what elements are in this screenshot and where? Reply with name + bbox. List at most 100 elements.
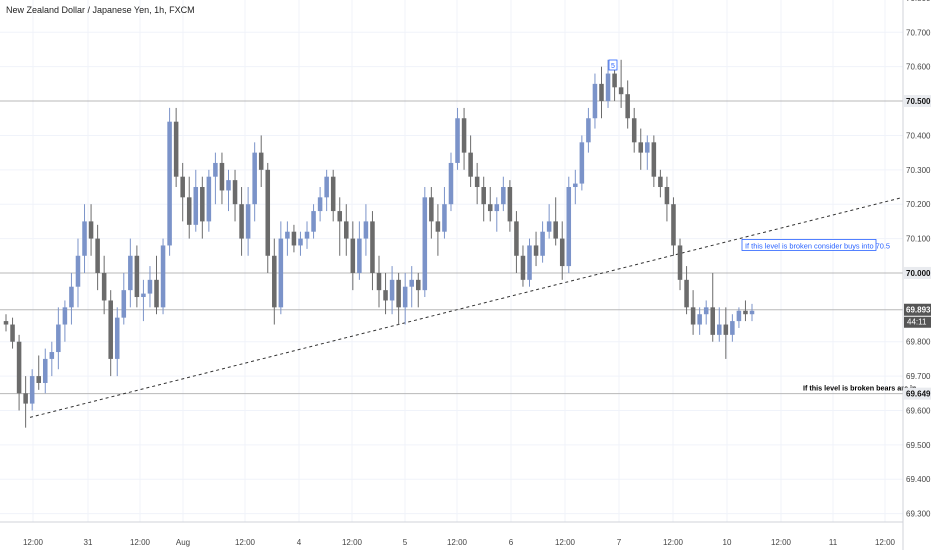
candle-body: [350, 238, 356, 273]
candle-body: [566, 187, 572, 267]
y-tick-label: 69.300: [906, 510, 931, 519]
x-tick-label: 12:00: [771, 538, 792, 547]
y-tick-label: 69.600: [906, 406, 931, 415]
candle-body: [664, 187, 670, 205]
candle-body: [167, 121, 172, 246]
y-tick-label: 70.700: [906, 28, 931, 37]
candle-body: [265, 169, 271, 256]
candle-body: [337, 211, 343, 222]
x-tick-label: 4: [297, 538, 302, 547]
level-label-bg: [904, 95, 931, 108]
candle-body: [324, 176, 329, 198]
candle-body: [507, 187, 513, 222]
candle-body: [520, 255, 526, 280]
x-tick-label: 7: [617, 538, 622, 547]
candle-body: [605, 73, 611, 102]
candle-body: [219, 162, 225, 191]
candle-body: [213, 162, 218, 177]
candle-body: [206, 176, 212, 222]
candle-body: [62, 307, 68, 325]
level-label-bg: [904, 303, 931, 316]
y-tick-label: 69.800: [906, 338, 931, 347]
candle-body: [3, 321, 9, 325]
candle-body: [455, 118, 460, 163]
candle-body: [546, 221, 552, 232]
candle-body: [559, 238, 565, 267]
level-label: 69.893: [906, 306, 931, 315]
candle-body: [697, 314, 702, 325]
candle-body: [344, 221, 349, 239]
candle-body: [723, 324, 729, 335]
x-tick-label: 12:00: [875, 538, 896, 547]
candle-body: [429, 197, 434, 222]
candles-group: [3, 59, 755, 428]
candle-body: [435, 221, 441, 232]
candle-body: [396, 279, 401, 308]
candle-body: [36, 376, 41, 383]
trendline-group: [29, 196, 904, 418]
candle-body: [239, 204, 244, 239]
candle-body: [743, 310, 748, 315]
x-tick-label: 12:00: [342, 538, 363, 547]
x-tick-label: 12:00: [235, 538, 256, 547]
candle-body: [252, 152, 257, 205]
candle-body: [200, 187, 205, 222]
candle-body: [442, 204, 447, 232]
candle-body: [501, 187, 506, 205]
candle-body: [468, 152, 473, 177]
x-tick-label: 12:00: [23, 538, 44, 547]
candle-body: [409, 279, 414, 287]
annotations-group: If this level is broken consider buys in…: [608, 59, 916, 393]
candle-body: [638, 142, 644, 153]
candle-body: [128, 255, 133, 291]
candle-body: [690, 307, 696, 325]
candle-body: [415, 279, 421, 291]
candle-body: [370, 221, 375, 273]
candle-body: [376, 272, 382, 291]
x-tick-label: 12:00: [130, 538, 151, 547]
candle-body: [114, 317, 120, 359]
candle-body: [82, 221, 87, 256]
candle-body: [245, 204, 251, 239]
candle-body: [29, 376, 35, 404]
time-axis[interactable]: 12:00 31 12:00 Aug 12:00 4 12:00 5 12:00 6 12:00 7 1…: [0, 521, 903, 547]
candle-body: [75, 255, 81, 287]
wave-label: 5: [611, 63, 615, 70]
candle-body: [671, 204, 676, 246]
candle-body: [291, 231, 297, 246]
level-label-bg: [904, 387, 931, 400]
chart-title: New Zealand Dollar / Japanese Yen, 1h, F…: [6, 5, 195, 15]
trendline: [29, 196, 904, 418]
candle-body: [474, 176, 480, 188]
candle-body: [56, 324, 61, 353]
countdown-bg: [904, 316, 931, 328]
candle-body: [749, 310, 755, 315]
bear-note: If this level is broken bears are in: [803, 384, 916, 393]
candle-body: [69, 286, 74, 308]
candle-body: [494, 204, 500, 212]
price-axis[interactable]: 69.300 69.400 69.500 69.600 69.700 69.800 70.1…: [902, 0, 931, 550]
candle-body: [514, 221, 519, 256]
candle-body: [330, 176, 336, 212]
y-tick-label: 70.300: [906, 166, 931, 175]
y-tick-label: 70.200: [906, 200, 931, 209]
candle-body: [533, 245, 539, 256]
candle-body: [677, 245, 683, 280]
x-tick-label: 10: [723, 538, 732, 547]
buy-note-box: [741, 239, 877, 251]
candle-body: [232, 180, 238, 205]
candle-body: [540, 231, 545, 256]
candle-body: [311, 211, 316, 232]
candle-body: [645, 142, 650, 153]
candle-body: [193, 187, 199, 225]
x-tick-label: 12:00: [663, 538, 684, 547]
candle-body: [736, 310, 742, 322]
candle-body: [226, 180, 231, 191]
candle-body: [101, 272, 107, 301]
candle-body: [304, 231, 310, 239]
candle-body: [23, 393, 28, 404]
y-tick-label: 69.400: [906, 475, 931, 484]
candle-body: [527, 245, 532, 280]
